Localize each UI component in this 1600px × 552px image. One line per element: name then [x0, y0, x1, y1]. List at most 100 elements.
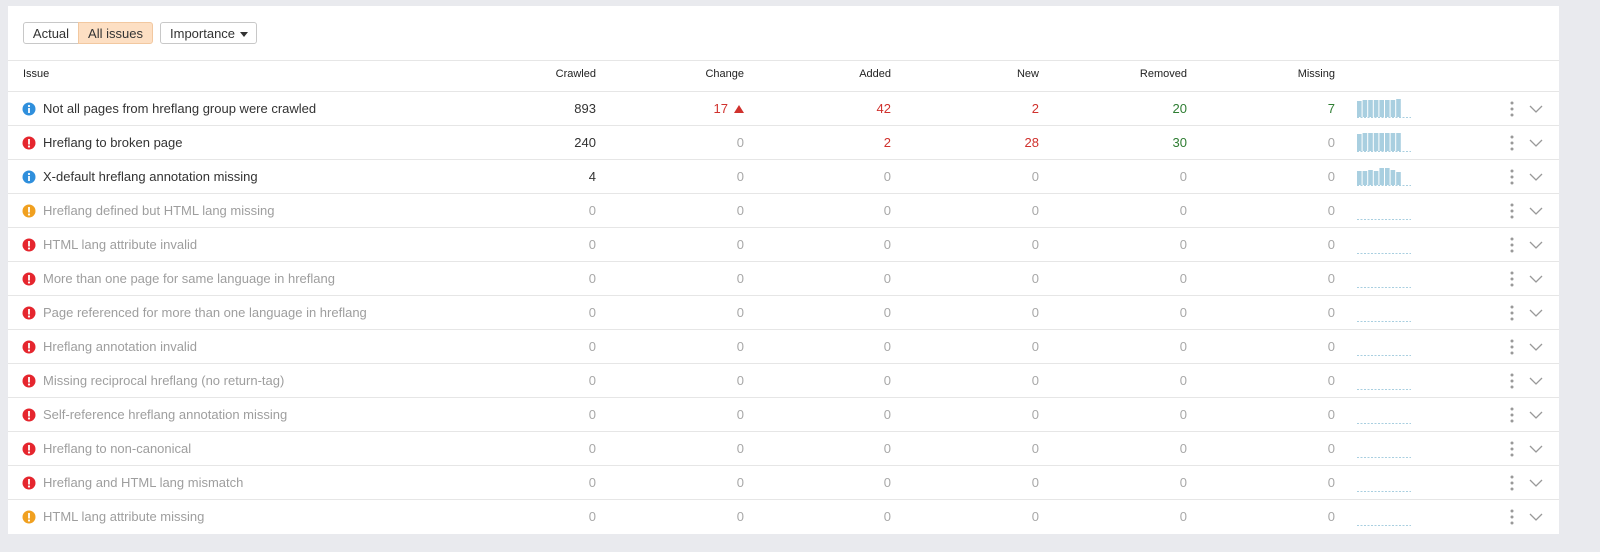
sparkline-bar: [1368, 100, 1373, 117]
row-menu[interactable]: [1509, 475, 1515, 491]
cell-added: 42: [876, 101, 891, 116]
chevron: [1529, 445, 1543, 453]
cell-change: 0: [736, 305, 744, 320]
tab-actual[interactable]: Actual: [23, 22, 79, 44]
menu-dot: [1510, 175, 1514, 179]
cell-new: 0: [1031, 509, 1039, 524]
level-icon: [22, 170, 36, 184]
icon-bar: [28, 377, 30, 383]
cell-added: 0: [883, 339, 891, 354]
row-menu[interactable]: [1509, 305, 1515, 321]
row-menu[interactable]: [1509, 237, 1515, 253]
row-menu[interactable]: [1509, 441, 1515, 457]
chevron: [1529, 343, 1543, 351]
cell-change: 0: [736, 373, 744, 388]
up-arrow: [734, 105, 744, 113]
sparkline-bar: [1373, 133, 1379, 151]
cell-change: 0: [736, 339, 744, 354]
cell-removed: 20: [1172, 101, 1187, 116]
cell-change: 17: [713, 101, 728, 116]
menu-dot: [1510, 419, 1514, 423]
menu-dot: [1510, 209, 1514, 213]
row-expand[interactable]: [1529, 309, 1543, 317]
cell-new: 0: [1031, 373, 1039, 388]
row-menu[interactable]: [1509, 509, 1515, 525]
sparkline: [1357, 287, 1411, 288]
cell-crawled: 0: [588, 305, 596, 320]
row-expand[interactable]: [1529, 105, 1543, 113]
row-expand[interactable]: [1529, 513, 1543, 521]
cell-missing: 0: [1327, 169, 1335, 184]
cell-missing: 0: [1327, 339, 1335, 354]
row-menu[interactable]: [1509, 407, 1515, 423]
row-expand[interactable]: [1529, 445, 1543, 453]
tab-all-issues[interactable]: All issues: [78, 22, 153, 44]
level-icon: [22, 238, 36, 252]
menu-dot: [1510, 509, 1514, 513]
sparkline: [1357, 457, 1411, 458]
issue-row: Hreflang and HTML lang mismatch 0 0 0 0 0 0: [8, 465, 1559, 499]
header-divider: [8, 60, 1559, 61]
row-menu[interactable]: [1509, 203, 1515, 219]
icon-bar: [28, 207, 30, 213]
menu-dot: [1510, 339, 1514, 343]
dropdown-label: Importance: [170, 26, 236, 41]
row-menu[interactable]: [1509, 169, 1515, 185]
row-menu[interactable]: [1509, 101, 1515, 117]
menu-dot: [1510, 277, 1514, 281]
cell-missing: 0: [1327, 475, 1335, 490]
menu-dot: [1510, 203, 1514, 207]
row-expand[interactable]: [1529, 343, 1543, 351]
icon-bar: [28, 479, 30, 485]
row-expand[interactable]: [1529, 479, 1543, 487]
cell-removed: 0: [1179, 339, 1187, 354]
cell-missing: 0: [1327, 305, 1335, 320]
row-expand[interactable]: [1529, 139, 1543, 147]
cell-crawled: 4: [588, 169, 596, 184]
row-expand[interactable]: [1529, 173, 1543, 181]
sparkline-bar: [1385, 100, 1390, 117]
cell-removed: 0: [1179, 373, 1187, 388]
sparkline: [1357, 253, 1411, 254]
icon-dot: [27, 104, 31, 108]
chevron: [1529, 377, 1543, 385]
level-icon: [22, 408, 36, 422]
menu-dot: [1510, 101, 1514, 105]
row-expand[interactable]: [1529, 207, 1543, 215]
cell-change: 0: [736, 509, 744, 524]
issue-row: Not all pages from hreflang group were c…: [8, 91, 1559, 125]
sparkline: [1357, 219, 1411, 220]
row-menu[interactable]: [1509, 271, 1515, 287]
sparkline-bar: [1385, 168, 1390, 185]
importance-dropdown[interactable]: Importance: [160, 22, 257, 44]
icon-dot: [27, 417, 31, 420]
cell-added: 0: [883, 373, 891, 388]
row-menu[interactable]: [1509, 339, 1515, 355]
icon-bar: [28, 139, 30, 145]
icon-bar: [28, 309, 30, 315]
row-menu[interactable]: [1509, 135, 1515, 151]
cell-removed: 0: [1179, 441, 1187, 456]
row-expand[interactable]: [1529, 241, 1543, 249]
cell-missing: 0: [1327, 407, 1335, 422]
row-expand[interactable]: [1529, 377, 1543, 385]
level-icon: [22, 340, 36, 354]
cell-crawled: 0: [588, 203, 596, 218]
row-expand[interactable]: [1529, 411, 1543, 419]
icon-dot: [27, 172, 31, 176]
cell-crawled: 0: [588, 237, 596, 252]
row-menu[interactable]: [1509, 373, 1515, 389]
menu-dot: [1510, 113, 1514, 117]
level-icon: [22, 476, 36, 490]
menu-dot: [1510, 385, 1514, 389]
chevron: [1529, 241, 1543, 249]
issue-name: Self-reference hreflang annotation missi…: [43, 407, 288, 422]
issue-row: Missing reciprocal hreflang (no return-t…: [8, 363, 1559, 397]
sparkline-bar: [1362, 133, 1368, 151]
cell-new: 0: [1031, 203, 1039, 218]
icon-dot: [27, 451, 31, 454]
row-expand[interactable]: [1529, 275, 1543, 283]
cell-crawled: 0: [588, 271, 596, 286]
level-icon: [22, 374, 36, 388]
menu-dot: [1510, 515, 1514, 519]
